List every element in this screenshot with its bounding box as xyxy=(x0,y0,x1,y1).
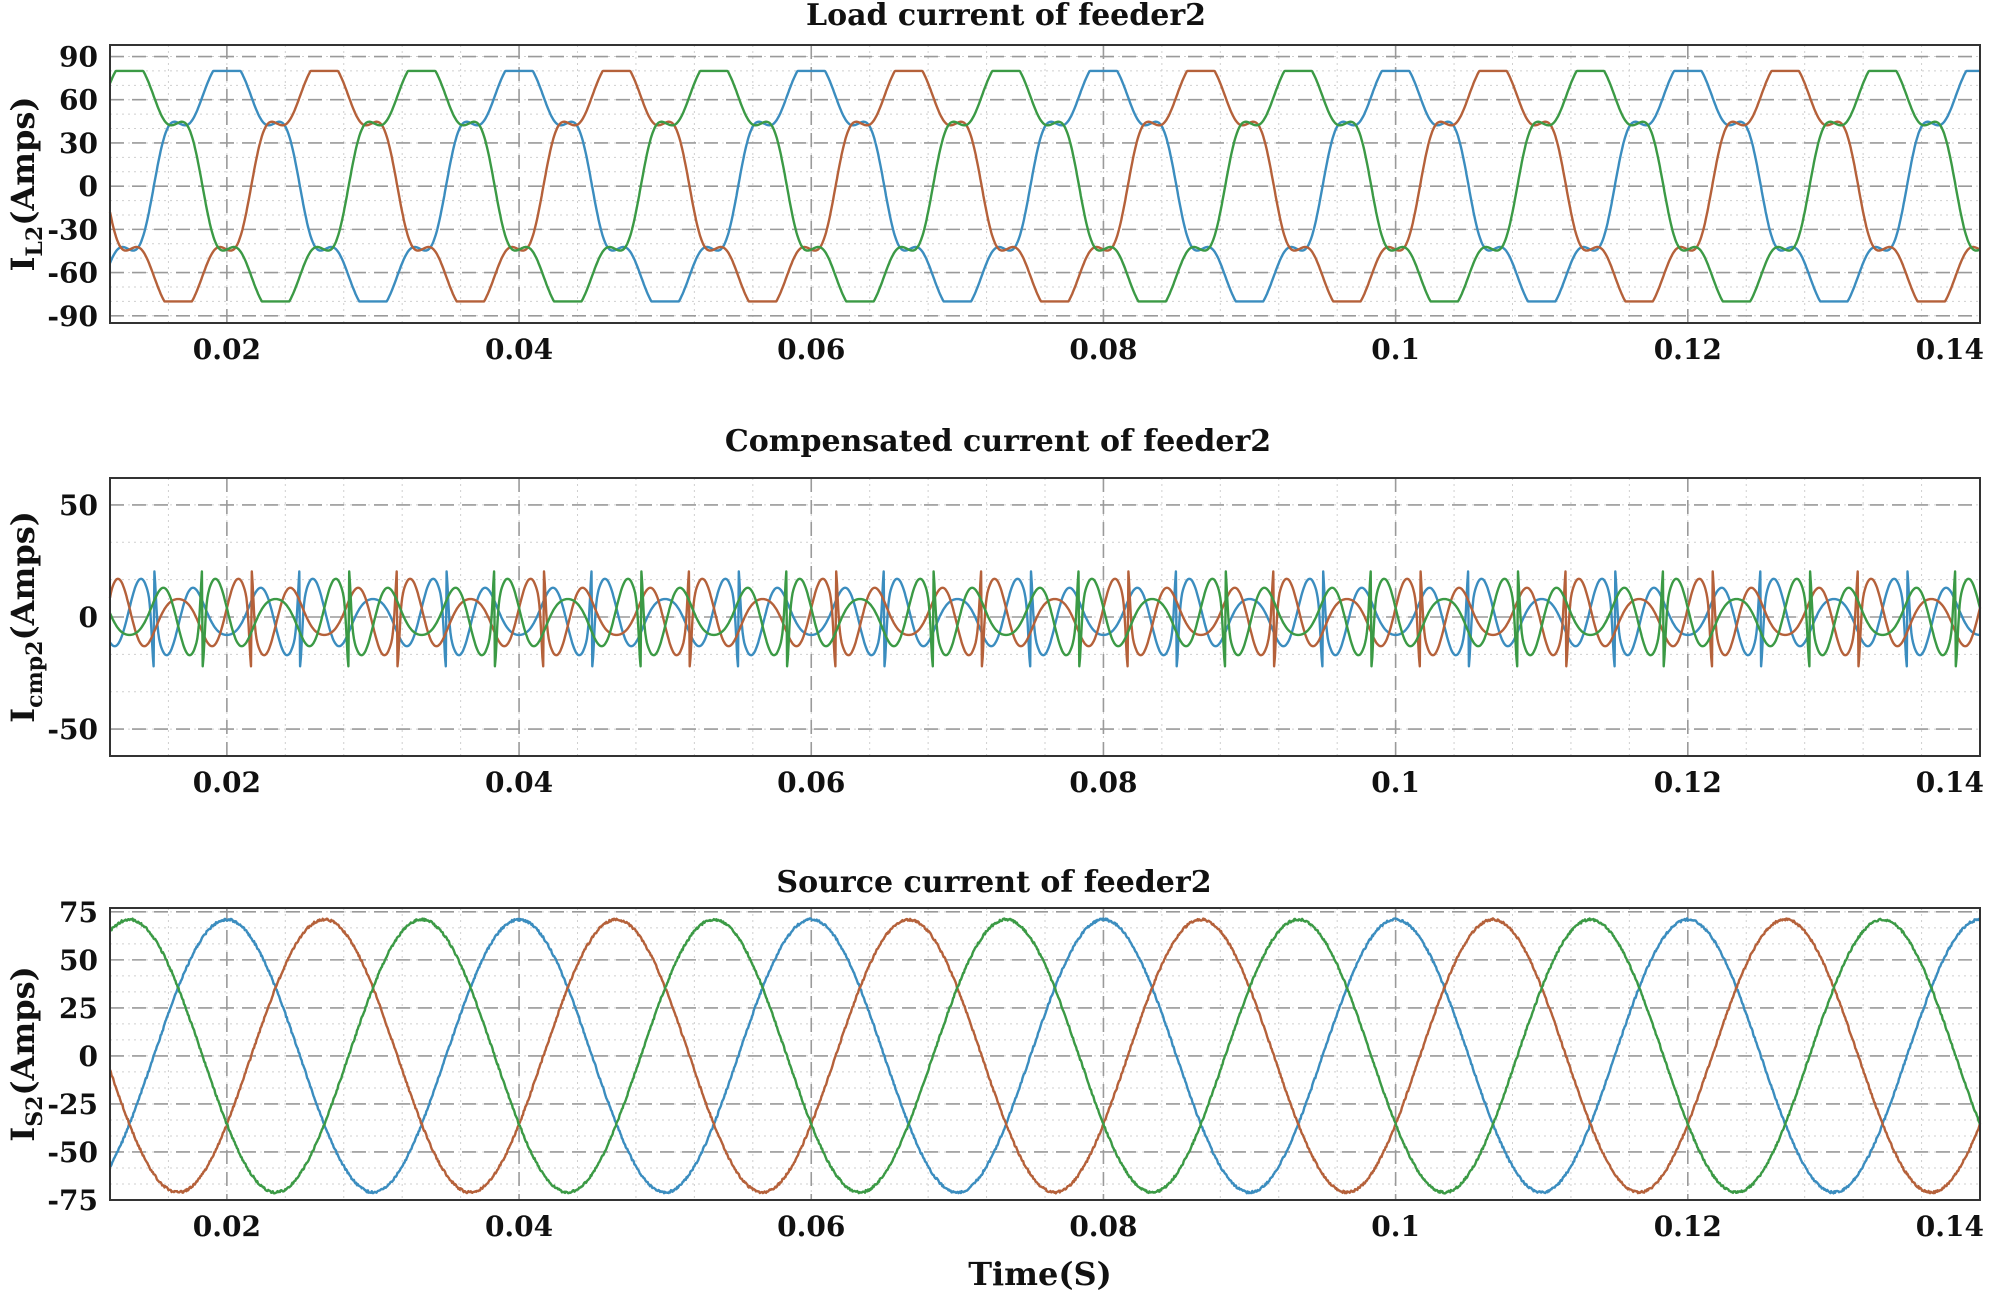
x-tick-label: 0.12 xyxy=(1654,333,1722,366)
y-tick-labels: 50 0 -50 xyxy=(47,489,98,746)
x-tick-labels: 0.02 0.04 0.06 0.08 0.1 0.12 0.14 xyxy=(193,766,1984,799)
y-tick-label: -50 xyxy=(47,1136,98,1169)
panel-title: Compensated current of feeder2 xyxy=(725,424,1271,459)
y-tick-label: 75 xyxy=(59,896,98,929)
y-tick-label: -25 xyxy=(47,1088,98,1121)
y-axis-label: Icmp2(Amps) xyxy=(4,511,48,723)
y-tick-label: -60 xyxy=(47,257,98,290)
x-tick-label: 0.14 xyxy=(1916,1210,1984,1243)
x-tick-labels: 0.02 0.04 0.06 0.08 0.1 0.12 0.14 xyxy=(193,333,1984,366)
y-label-sub: S2 xyxy=(22,1096,48,1127)
y-tick-label: -50 xyxy=(47,713,98,746)
x-tick-label: 0.04 xyxy=(485,333,553,366)
y-tick-labels: 90 60 30 0 -30 -60 -90 xyxy=(47,41,98,333)
y-label-main: I xyxy=(4,708,42,723)
y-tick-label: -90 xyxy=(47,300,98,333)
panel-source-current: Source current of feeder2 75 50 25 0 -25 -50 -… xyxy=(4,865,1984,1293)
x-tick-label: 0.04 xyxy=(485,766,553,799)
y-label-main: I xyxy=(4,257,42,272)
x-tick-label: 0.1 xyxy=(1371,766,1420,799)
y-tick-label: 60 xyxy=(59,84,98,117)
x-tick-label: 0.14 xyxy=(1916,333,1984,366)
y-tick-labels: 75 50 25 0 -25 -50 -75 xyxy=(47,896,98,1217)
x-tick-labels: 0.02 0.04 0.06 0.08 0.1 0.12 0.14 xyxy=(193,1210,1984,1243)
y-axis-label: IL2(Amps) xyxy=(4,96,48,271)
x-tick-label: 0.08 xyxy=(1069,333,1137,366)
x-axis-label: Time(S) xyxy=(968,1255,1112,1293)
x-tick-label: 0.08 xyxy=(1069,1210,1137,1243)
y-tick-label: 50 xyxy=(59,944,98,977)
x-tick-label: 0.04 xyxy=(485,1210,553,1243)
x-tick-label: 0.02 xyxy=(193,333,261,366)
y-tick-label: 90 xyxy=(59,41,98,74)
y-label-sub: L2 xyxy=(22,226,48,257)
y-label-unit: (Amps) xyxy=(4,96,42,225)
x-tick-label: 0.14 xyxy=(1916,766,1984,799)
y-label-main: I xyxy=(4,1127,42,1142)
x-tick-label: 0.06 xyxy=(777,766,845,799)
y-tick-label: 50 xyxy=(59,489,98,522)
x-tick-label: 0.06 xyxy=(777,1210,845,1243)
y-tick-label: 25 xyxy=(59,992,98,1025)
y-label-unit: (Amps) xyxy=(4,511,42,640)
y-tick-label: 30 xyxy=(59,127,98,160)
panel-load-current: Load current of feeder2 90 60 30 0 -30 -60 -90… xyxy=(4,0,1984,366)
x-tick-label: 0.12 xyxy=(1654,1210,1722,1243)
y-tick-label: 0 xyxy=(79,1040,98,1073)
y-tick-label: 0 xyxy=(79,601,98,634)
y-axis-label: IS2(Amps) xyxy=(4,966,48,1142)
panel-title: Source current of feeder2 xyxy=(776,865,1211,900)
x-tick-label: 0.12 xyxy=(1654,766,1722,799)
y-tick-label: 0 xyxy=(79,170,98,203)
x-tick-label: 0.06 xyxy=(777,333,845,366)
x-tick-label: 0.08 xyxy=(1069,766,1137,799)
panel-title: Load current of feeder2 xyxy=(806,0,1206,33)
x-tick-label: 0.02 xyxy=(193,766,261,799)
y-label-sub: cmp2 xyxy=(22,641,48,708)
y-tick-label: -30 xyxy=(47,213,98,246)
y-tick-label: -75 xyxy=(47,1184,98,1217)
panel-compensated-current: Compensated current of feeder2 50 0 -50 0.… xyxy=(4,424,1984,799)
x-tick-label: 0.1 xyxy=(1371,333,1420,366)
y-label-unit: (Amps) xyxy=(4,966,42,1095)
x-tick-label: 0.1 xyxy=(1371,1210,1420,1243)
x-tick-label: 0.02 xyxy=(193,1210,261,1243)
